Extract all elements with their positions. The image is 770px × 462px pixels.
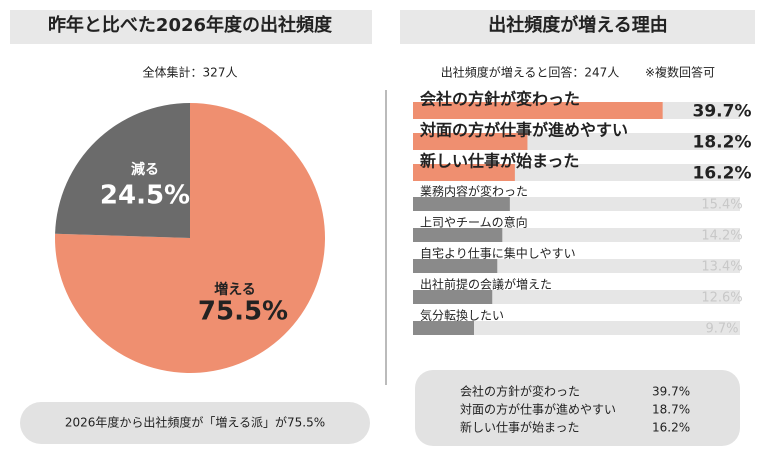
value-label: 39.7% [693, 102, 752, 122]
subtitle: 全体集計：327人 [143, 65, 238, 80]
bar [413, 197, 510, 211]
bar-label: 上司やチームの意向 [420, 215, 528, 230]
bar-label: 自宅より仕事に集中しやすい [420, 246, 576, 261]
bar [413, 228, 503, 242]
note-box [20, 402, 370, 444]
value-label: 13.4% [701, 260, 742, 275]
summary-value: 39.7% [652, 385, 690, 399]
title-band [400, 10, 755, 44]
bar-label: 業務内容が変わった [420, 184, 528, 199]
bar-label: 気分転換したい [420, 308, 504, 323]
value-label: 9.7% [705, 322, 738, 337]
bar [413, 290, 493, 304]
pie-slice [55, 103, 190, 238]
bar-label: 出社前提の会議が増えた [420, 277, 552, 292]
bar-track [413, 321, 740, 335]
chart-title: 昨年と比べた2026年度の出社頻度 [48, 14, 333, 36]
bar [413, 133, 528, 150]
slice-value: 75.5% [198, 297, 288, 327]
summary-value: 16.2% [652, 421, 690, 435]
bar-label: 会社の方針が変わった [420, 90, 580, 109]
note: ※複数回答可 [645, 65, 715, 80]
value-label: 12.6% [701, 291, 742, 306]
subtitle: 出社頻度が増えると回答：247人 [441, 65, 620, 80]
bar [413, 102, 663, 119]
value-label: 14.2% [701, 229, 742, 244]
value-label: 16.2% [693, 164, 752, 184]
summary-label: 対面の方が仕事が進めやすい [460, 402, 616, 417]
summary-label: 新しい仕事が始まった [460, 420, 580, 435]
note: 2026年度から出社頻度が「増える派」が75.5% [65, 415, 325, 430]
pie-slice [55, 103, 325, 373]
bar [413, 321, 474, 335]
title-band [10, 10, 372, 44]
slice-label: 減る [131, 161, 159, 178]
bar [413, 259, 498, 273]
slice-label: 増える [214, 281, 256, 298]
bar-label: 新しい仕事が始まった [420, 152, 579, 171]
bar-label: 対面の方が仕事が進めやすい [419, 121, 628, 140]
bar [413, 164, 515, 181]
summary-box [415, 370, 740, 446]
value-label: 18.2% [693, 133, 752, 153]
summary-label: 会社の方針が変わった [460, 384, 580, 399]
summary-value: 18.7% [652, 403, 690, 417]
bar-track [413, 290, 740, 304]
chart-title: 出社頻度が増える理由 [488, 14, 667, 36]
value-label: 15.4% [701, 198, 742, 213]
slice-value: 24.5% [100, 181, 190, 211]
